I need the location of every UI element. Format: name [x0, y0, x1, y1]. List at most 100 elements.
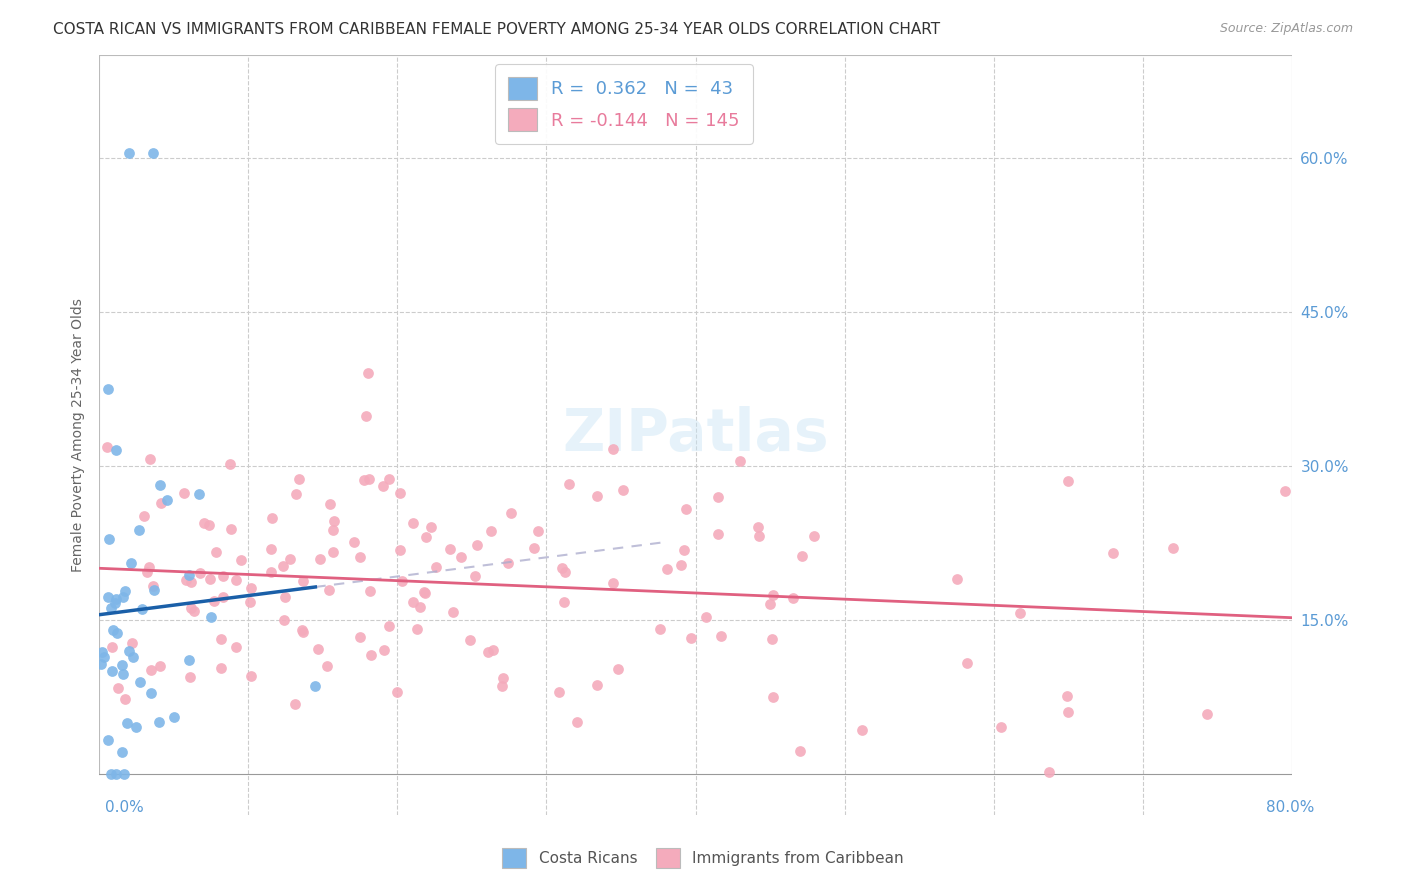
Text: 80.0%: 80.0% [1267, 800, 1315, 814]
Point [307, 641, 329, 656]
Point [479, 524, 502, 539]
Point [655, 562, 678, 576]
Point [956, 656, 979, 670]
Point [318, 582, 340, 597]
Point [285, 487, 308, 501]
Point [602, 442, 624, 457]
Point [118, 145, 141, 160]
Point [93, 650, 115, 665]
Point [359, 583, 381, 598]
Point [110, 745, 132, 759]
Point [273, 613, 295, 627]
Point [100, 766, 122, 780]
Point [782, 591, 804, 606]
Point [553, 595, 575, 609]
Point [612, 483, 634, 497]
Point [156, 492, 179, 507]
Point [607, 662, 630, 676]
Point [790, 549, 813, 563]
Point [180, 600, 202, 615]
Point [402, 516, 425, 530]
Point [291, 625, 314, 640]
Point [356, 366, 378, 380]
Point [409, 599, 432, 614]
Point [491, 680, 513, 694]
Point [149, 477, 172, 491]
Point [260, 566, 283, 580]
Point [413, 585, 436, 599]
Point [322, 523, 344, 537]
Point [142, 579, 165, 593]
Point [458, 633, 481, 648]
Point [554, 565, 576, 579]
Point [323, 514, 346, 528]
Point [669, 558, 692, 573]
Text: Source: ZipAtlas.com: Source: ZipAtlas.com [1219, 22, 1353, 36]
Point [706, 491, 728, 505]
Point [349, 630, 371, 644]
Point [125, 720, 148, 734]
Point [100, 601, 122, 615]
Point [262, 511, 284, 525]
Point [229, 553, 252, 567]
Point [464, 569, 486, 583]
Point [284, 697, 307, 711]
Point [402, 595, 425, 609]
Point [105, 766, 128, 780]
Point [239, 669, 262, 683]
Point [648, 622, 671, 636]
Point [180, 574, 202, 589]
Point [212, 590, 235, 604]
Legend: Costa Ricans, Immigrants from Caribbean: Costa Ricans, Immigrants from Caribbean [496, 842, 910, 873]
Point [121, 636, 143, 650]
Point [565, 715, 588, 730]
Point [187, 487, 209, 501]
Point [443, 605, 465, 619]
Point [104, 443, 127, 458]
Point [1057, 474, 1080, 488]
Point [371, 479, 394, 493]
Point [97, 382, 120, 396]
Point [496, 556, 519, 570]
Point [482, 642, 505, 657]
Point [148, 715, 170, 730]
Point [291, 574, 314, 589]
Point [290, 623, 312, 637]
Point [111, 666, 134, 681]
Point [219, 457, 242, 471]
Point [748, 529, 770, 543]
Point [274, 590, 297, 604]
Point [309, 552, 332, 566]
Point [198, 572, 221, 586]
Point [177, 653, 200, 667]
Point [1057, 705, 1080, 719]
Point [695, 610, 717, 624]
Point [378, 472, 401, 486]
Point [211, 569, 233, 583]
Point [342, 535, 364, 549]
Point [1010, 607, 1032, 621]
Point [602, 576, 624, 591]
Point [304, 679, 326, 693]
Point [129, 675, 152, 690]
Point [353, 473, 375, 487]
Point [322, 545, 344, 559]
Point [803, 529, 825, 543]
Point [1038, 765, 1060, 780]
Point [789, 744, 811, 758]
Point [558, 477, 581, 491]
Point [110, 658, 132, 673]
Point [465, 538, 488, 552]
Point [200, 610, 222, 624]
Point [673, 543, 696, 558]
Point [112, 766, 135, 780]
Point [173, 485, 195, 500]
Point [378, 619, 401, 633]
Point [287, 472, 309, 486]
Text: ZIPatlas: ZIPatlas [562, 407, 830, 463]
Point [730, 453, 752, 467]
Point [225, 574, 247, 588]
Point [120, 556, 142, 570]
Point [1195, 707, 1218, 722]
Y-axis label: Female Poverty Among 25-34 Year Olds: Female Poverty Among 25-34 Year Olds [72, 298, 86, 572]
